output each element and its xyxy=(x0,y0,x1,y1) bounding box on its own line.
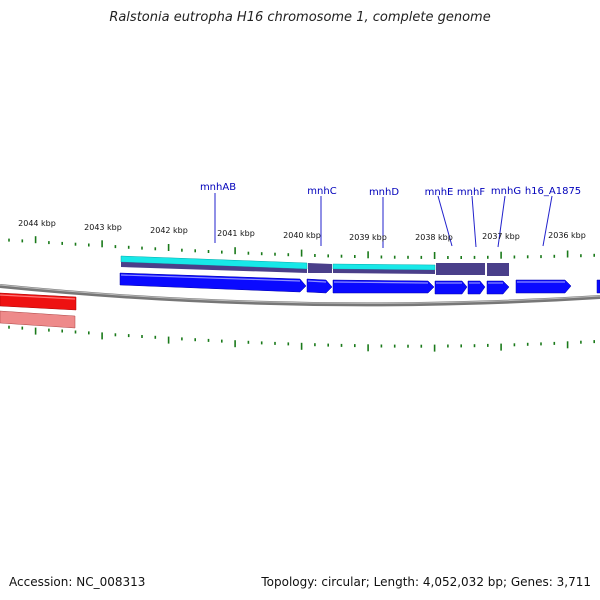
scale-label-2039: 2039 kbp xyxy=(349,233,387,242)
gene-label-mnhD[interactable]: mnhD xyxy=(369,187,399,198)
cds-band-1-shadow xyxy=(121,262,307,273)
gene-arrow-edge[interactable] xyxy=(596,279,600,294)
gene-arrows xyxy=(119,272,600,295)
gene-arrow-mnhAB[interactable] xyxy=(119,272,307,293)
gene-label-mnhAB[interactable]: mnhAB xyxy=(200,182,236,193)
scale-label-2037: 2037 kbp xyxy=(482,232,520,241)
cds-band-3[interactable] xyxy=(332,263,436,271)
scale-label-2040: 2040 kbp xyxy=(283,231,321,240)
scale-label-2036: 2036 kbp xyxy=(548,231,586,240)
inner-ticks xyxy=(8,325,596,352)
scale-label-2041: 2041 kbp xyxy=(217,229,255,238)
genome-summary: Topology: circular; Length: 4,052,032 bp… xyxy=(261,575,591,589)
reverse-gene-red[interactable] xyxy=(0,292,77,311)
scale-label-2042: 2042 kbp xyxy=(150,226,188,235)
scale-label-2038: 2038 kbp xyxy=(415,233,453,242)
gene-label-mnhF[interactable]: mnhF xyxy=(457,187,485,198)
map-title: Ralstonia eutropha H16 chromosome 1, com… xyxy=(109,10,491,25)
gene-labels: mnhAB mnhC mnhD mnhE mnhF mnhG h16_A1875 xyxy=(200,182,581,198)
backbone-highlight xyxy=(0,284,600,304)
gene-arrow-mnhE[interactable] xyxy=(434,280,468,295)
scale-labels: 2044 kbp 2043 kbp 2042 kbp 2041 kbp 2040… xyxy=(18,219,586,242)
gene-label-mnhG[interactable]: mnhG xyxy=(491,186,521,197)
scale-label-2044: 2044 kbp xyxy=(18,219,56,228)
cds-band-4[interactable] xyxy=(436,263,485,275)
outer-ticks xyxy=(8,236,596,259)
cds-band-3-shadow xyxy=(333,269,435,274)
label-leader-lines xyxy=(214,193,553,248)
backbone xyxy=(0,284,600,307)
gene-label-mnhC[interactable]: mnhC xyxy=(307,186,336,197)
scale-label-2043: 2043 kbp xyxy=(84,223,122,232)
gene-label-h16_A1875[interactable]: h16_A1875 xyxy=(525,186,581,197)
gene-arrow-mnhF[interactable] xyxy=(467,280,486,295)
accession-label: Accession: NC_008313 xyxy=(9,575,146,589)
cds-band-5[interactable] xyxy=(487,263,509,276)
gene-arrow-h16_A1875[interactable] xyxy=(515,279,572,294)
gene-arrow-highlights xyxy=(120,274,565,284)
gene-arrow-mnhG[interactable] xyxy=(486,280,510,295)
reverse-gene-pink[interactable] xyxy=(0,310,76,329)
gene-label-mnhE[interactable]: mnhE xyxy=(425,187,454,198)
cds-band-2[interactable] xyxy=(308,263,332,273)
